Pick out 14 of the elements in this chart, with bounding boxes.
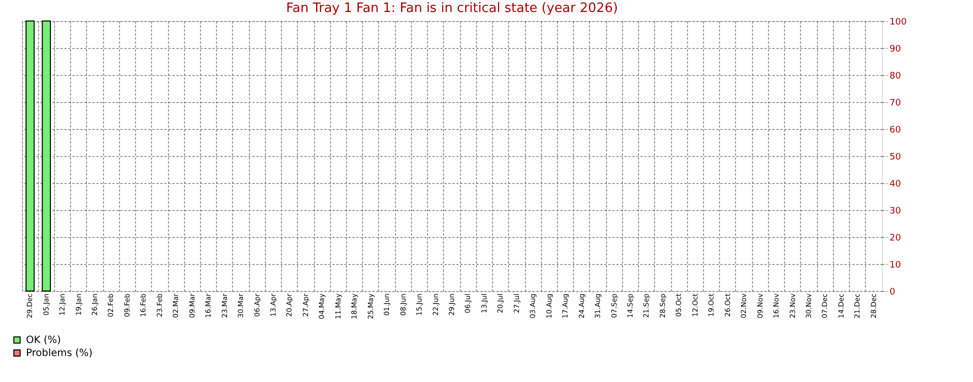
y-tick-label: 60 [890, 126, 902, 136]
y-tick-label: 10 [890, 260, 902, 270]
legend-label: Problems (%) [26, 348, 93, 359]
y-tick-label: 40 [890, 180, 902, 190]
y-tick-label: 70 [890, 98, 902, 108]
y-tick-label: 50 [890, 152, 902, 162]
legend-label: OK (%) [26, 335, 62, 346]
y-tick-label: 0 [890, 288, 896, 298]
chart-title: Fan Tray 1 Fan 1: Fan is in critical state (year 2026) [286, 1, 618, 16]
y-tick-label: 90 [890, 44, 902, 54]
y-tick-label: 20 [890, 234, 902, 244]
y-tick-label: 80 [890, 72, 902, 82]
y-tick-label: 30 [890, 206, 902, 216]
y-tick-label: 100 [890, 18, 907, 28]
